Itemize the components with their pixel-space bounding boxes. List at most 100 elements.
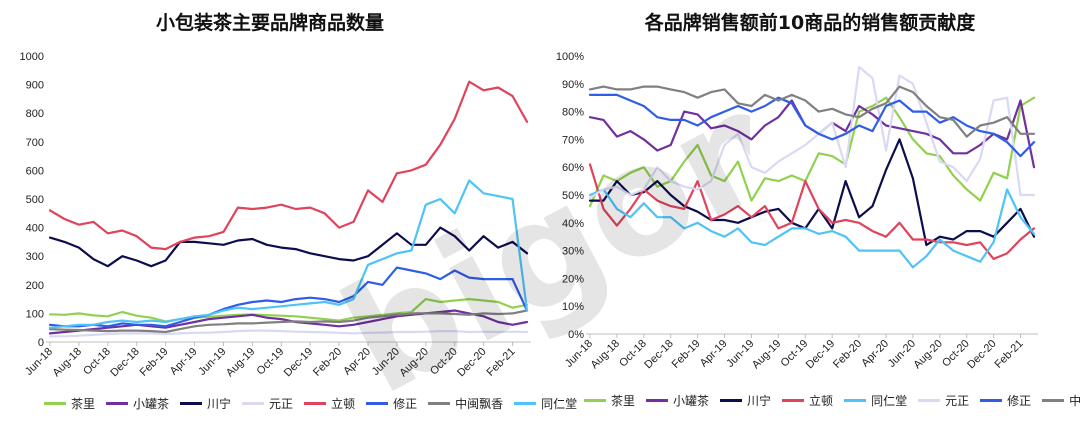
y-tick-label: 1000 bbox=[20, 51, 44, 63]
y-tick-label: 60% bbox=[562, 162, 584, 174]
y-tick-label: 30% bbox=[562, 246, 584, 258]
legend-label: 元正 bbox=[945, 394, 970, 408]
y-tick-label: 600 bbox=[26, 165, 44, 177]
legend-label: 中闽飘香 bbox=[455, 397, 504, 411]
legend-swatch bbox=[366, 402, 389, 405]
legend-item: 元正 bbox=[918, 392, 969, 409]
y-tick-label: 500 bbox=[26, 194, 44, 206]
legend-label: 同仁堂 bbox=[871, 394, 908, 408]
x-tick-label: Dec-18 bbox=[108, 346, 142, 380]
series-line-7 bbox=[48, 179, 529, 329]
y-tick-label: 20% bbox=[562, 273, 584, 285]
series-line-2 bbox=[48, 226, 529, 268]
x-tick-label: Apr-20 bbox=[341, 346, 373, 378]
legend-swatch bbox=[106, 402, 129, 405]
legend-item: 立顿 bbox=[304, 395, 355, 412]
series-line-6 bbox=[48, 309, 529, 334]
y-tick-label: 0 bbox=[38, 337, 44, 349]
legend-label: 小罐茶 bbox=[673, 394, 710, 408]
legend-item: 茶里 bbox=[44, 395, 95, 412]
legend-item: 茶里 bbox=[584, 392, 635, 409]
legend-swatch bbox=[646, 399, 669, 402]
legend-label: 茶里 bbox=[611, 394, 636, 408]
x-tick-label: Aug-20 bbox=[911, 338, 945, 372]
legend-swatch bbox=[844, 399, 867, 402]
legend-item: 小罐茶 bbox=[106, 395, 169, 412]
legend-label: 修正 bbox=[393, 397, 418, 411]
series-line-3 bbox=[48, 329, 529, 338]
series-line-4 bbox=[588, 188, 1036, 269]
legend-label: 立顿 bbox=[809, 394, 834, 408]
left-chart-panel: 小包装茶主要品牌商品数量 0 100 200 300 400 500 600 700 800 90… bbox=[20, 12, 578, 412]
legend-swatch bbox=[720, 399, 743, 402]
right-chart-title: 各品牌销售额前10商品的销售额贡献度 bbox=[644, 12, 976, 34]
x-tick-label: Aug-20 bbox=[397, 346, 431, 380]
right-chart-plot: 0%10%20%30%40%50%60%70%80%90%100%Jun-18A… bbox=[556, 51, 1038, 372]
legend-label: 川宁 bbox=[207, 397, 232, 411]
legend-swatch bbox=[782, 399, 805, 402]
x-tick-label: Jun-19 bbox=[196, 346, 228, 378]
y-tick-label: 50% bbox=[562, 190, 584, 202]
left-chart-title: 小包装茶主要品牌商品数量 bbox=[155, 12, 384, 34]
right-chart-legend: 茶里 小罐茶 川宁 立顿 同仁堂 元正 修正 中闽飘香 bbox=[584, 392, 1080, 409]
x-tick-label: Feb-21 bbox=[485, 346, 518, 379]
legend-item: 同仁堂 bbox=[514, 395, 577, 412]
legend-label: 元正 bbox=[269, 397, 294, 411]
x-tick-label: Aug-19 bbox=[750, 338, 784, 372]
legend-label: 修正 bbox=[1007, 394, 1032, 408]
series-line-3 bbox=[588, 163, 1036, 260]
left-chart-plot: 01002003004005006007008009001000Jun-18Au… bbox=[20, 51, 531, 380]
series-line-1 bbox=[588, 99, 1036, 169]
legend-item: 中闽飘香 bbox=[428, 395, 503, 412]
x-tick-label: Oct-20 bbox=[428, 346, 460, 378]
legend-item: 立顿 bbox=[782, 392, 833, 409]
legend-item: 小罐茶 bbox=[646, 392, 709, 409]
y-tick-label: 800 bbox=[26, 108, 44, 120]
legend-label: 立顿 bbox=[331, 397, 356, 411]
series-line-1 bbox=[48, 309, 529, 335]
legend-item: 川宁 bbox=[180, 395, 231, 412]
x-tick-label: Feb-19 bbox=[138, 346, 171, 379]
y-tick-label: 70% bbox=[562, 134, 584, 146]
y-tick-label: 10% bbox=[562, 301, 584, 313]
legend-item: 同仁堂 bbox=[844, 392, 907, 409]
legend-item: 川宁 bbox=[720, 392, 771, 409]
legend-item: 中闽飘香 bbox=[1042, 392, 1080, 409]
x-tick-label: Feb-21 bbox=[993, 338, 1026, 371]
x-tick-label: Jun-18 bbox=[23, 346, 55, 378]
legend-label: 小罐茶 bbox=[133, 397, 170, 411]
series-line-2 bbox=[588, 138, 1036, 247]
x-tick-label: Apr-20 bbox=[859, 338, 891, 370]
legend-swatch bbox=[1042, 399, 1065, 402]
legend-item: 修正 bbox=[980, 392, 1031, 409]
x-tick-label: Jun-20 bbox=[370, 346, 402, 378]
x-tick-label: Dec-19 bbox=[804, 338, 838, 372]
legend-swatch bbox=[918, 399, 941, 402]
x-tick-label: Aug-18 bbox=[50, 346, 84, 380]
legend-item: 修正 bbox=[366, 395, 417, 412]
y-tick-label: 200 bbox=[26, 280, 44, 292]
x-tick-label: Dec-18 bbox=[642, 338, 676, 372]
legend-swatch bbox=[242, 402, 265, 405]
x-tick-label: Dec-19 bbox=[282, 346, 316, 380]
x-tick-label: Apr-19 bbox=[168, 346, 200, 378]
x-tick-label: Aug-19 bbox=[224, 346, 258, 380]
x-tick-label: Feb-20 bbox=[311, 346, 344, 379]
y-tick-label: 100 bbox=[26, 308, 44, 320]
series-line-6 bbox=[588, 93, 1036, 158]
x-tick-label: Dec-20 bbox=[965, 338, 999, 372]
legend-label: 同仁堂 bbox=[541, 397, 578, 411]
legend-swatch bbox=[584, 399, 606, 402]
y-tick-label: 100% bbox=[556, 51, 584, 63]
series-line-4 bbox=[48, 80, 529, 251]
x-tick-label: Apr-19 bbox=[698, 338, 730, 370]
legend-swatch bbox=[44, 402, 66, 405]
x-tick-label: Oct-18 bbox=[81, 346, 113, 378]
x-tick-label: Dec-20 bbox=[455, 346, 489, 380]
y-tick-label: 80% bbox=[562, 107, 584, 119]
legend-swatch bbox=[980, 399, 1003, 402]
x-tick-label: Aug-18 bbox=[588, 338, 622, 372]
series-line-5 bbox=[48, 266, 529, 328]
legend-swatch bbox=[304, 402, 327, 405]
